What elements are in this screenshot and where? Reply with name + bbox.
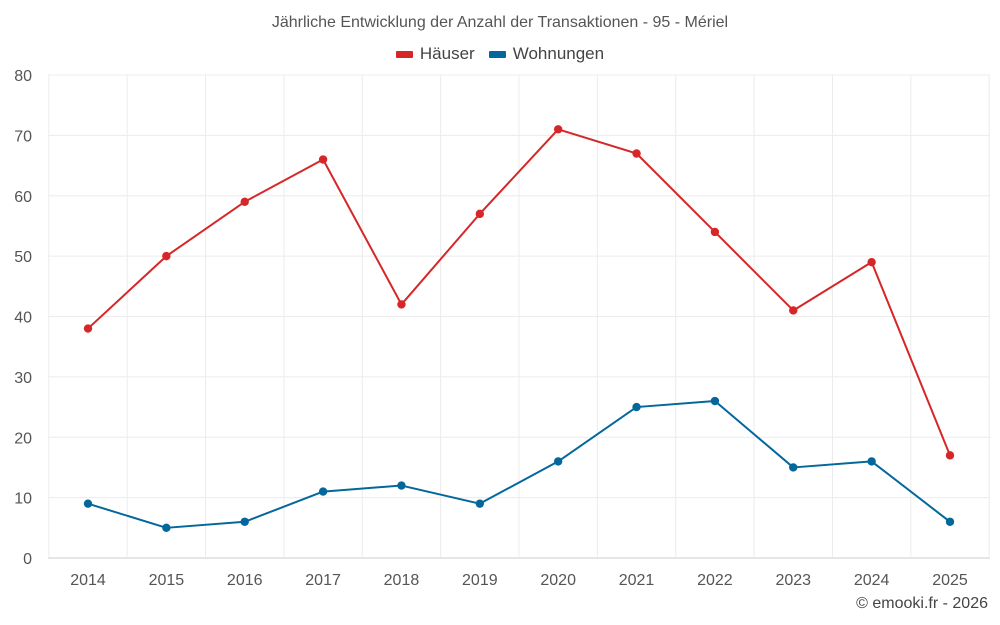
data-point-wohnungen-2023 xyxy=(789,463,798,472)
y-tick-label-50: 50 xyxy=(14,249,32,266)
data-point-haeuser-2023 xyxy=(789,306,798,315)
y-tick-label-10: 10 xyxy=(14,491,32,508)
x-tick-label-2015: 2015 xyxy=(149,572,185,589)
data-point-haeuser-2025 xyxy=(945,451,955,460)
chart-title: Jährliche Entwicklung der Anzahl der Tra… xyxy=(271,14,729,31)
data-point-haeuser-2016 xyxy=(240,197,249,206)
data-point-haeuser-2017 xyxy=(318,155,328,164)
data-point-haeuser-2022 xyxy=(710,227,720,237)
data-point-haeuser-2014 xyxy=(83,324,93,333)
x-tick-label-2025: 2025 xyxy=(932,572,968,589)
y-tick-label-70: 70 xyxy=(14,128,32,145)
data-point-wohnungen-2019 xyxy=(475,499,485,508)
legend: Häuser Wohnungen xyxy=(0,44,1000,64)
legend-swatch-wohnungen xyxy=(488,50,506,58)
data-point-wohnungen-2021 xyxy=(632,402,641,412)
x-tick-label-2014: 2014 xyxy=(70,572,106,589)
y-tick-label-40: 40 xyxy=(14,310,32,327)
x-tick-label-2016: 2016 xyxy=(227,572,263,589)
legend-item-wohnungen[interactable]: Wohnungen xyxy=(488,44,605,64)
data-point-wohnungen-2022 xyxy=(710,396,720,406)
y-tick-label-0: 0 xyxy=(23,551,32,568)
series-line-wohnungen xyxy=(87,400,951,529)
series-line-haeuser xyxy=(87,128,951,456)
y-tick-label-30: 30 xyxy=(14,370,32,387)
x-tick-label-2017: 2017 xyxy=(305,572,341,589)
data-point-wohnungen-2015 xyxy=(162,523,171,533)
data-point-haeuser-2020 xyxy=(553,125,563,134)
data-point-wohnungen-2024 xyxy=(867,457,876,466)
data-point-haeuser-2018 xyxy=(397,300,406,309)
data-point-wohnungen-2018 xyxy=(397,481,406,490)
data-point-haeuser-2019 xyxy=(475,209,485,219)
data-point-wohnungen-2020 xyxy=(553,457,563,466)
legend-label-wohnungen: Wohnungen xyxy=(512,44,605,63)
data-point-wohnungen-2017 xyxy=(318,487,328,496)
legend-swatch-haeuser xyxy=(395,50,413,58)
y-tick-label-20: 20 xyxy=(14,430,32,447)
y-tick-label-60: 60 xyxy=(14,189,32,206)
data-point-wohnungen-2016 xyxy=(240,517,249,526)
x-tick-label-2024: 2024 xyxy=(854,572,890,589)
y-tick-label-80: 80 xyxy=(14,68,32,85)
data-point-wohnungen-2025 xyxy=(945,517,955,526)
data-point-wohnungen-2014 xyxy=(83,499,93,508)
x-tick-label-2021: 2021 xyxy=(619,572,655,589)
legend-label-haeuser: Häuser xyxy=(419,44,475,63)
x-tick-label-2022: 2022 xyxy=(697,572,733,589)
x-tick-label-2018: 2018 xyxy=(384,572,420,589)
x-tick-label-2019: 2019 xyxy=(462,572,498,589)
legend-item-haeuser[interactable]: Häuser xyxy=(395,44,475,64)
credit-text: © emooki.fr - 2026 xyxy=(856,595,988,612)
data-point-haeuser-2015 xyxy=(162,251,171,261)
x-tick-label-2020: 2020 xyxy=(540,572,576,589)
data-point-haeuser-2024 xyxy=(867,257,876,267)
data-point-haeuser-2021 xyxy=(632,149,641,158)
x-tick-label-2023: 2023 xyxy=(775,572,811,589)
